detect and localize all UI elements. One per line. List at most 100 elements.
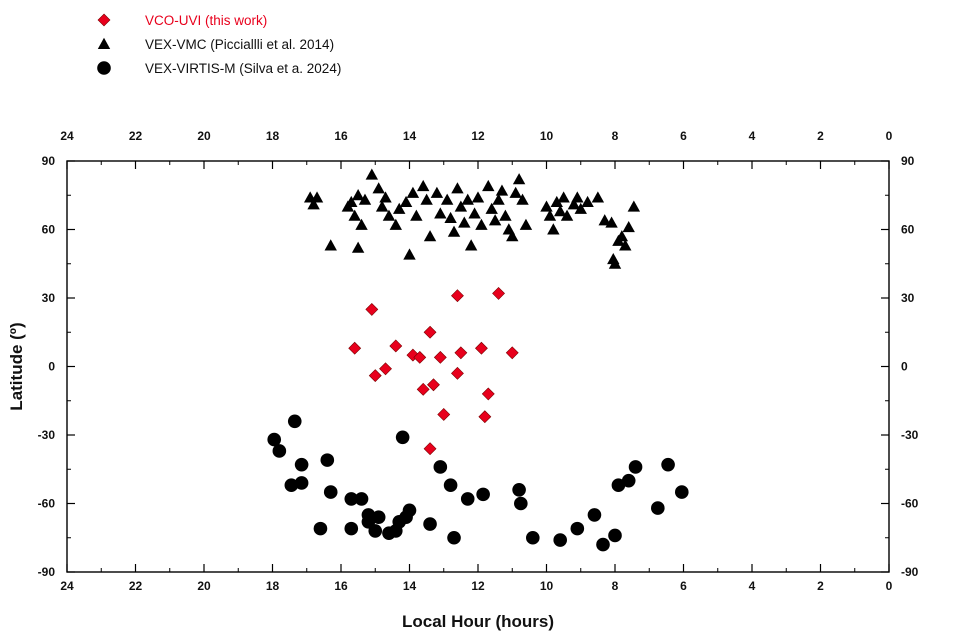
x-tick-label-top: 14: [403, 129, 417, 143]
diamond-point: [423, 442, 437, 456]
series-diamond: [348, 287, 519, 456]
legend-marker-diamond: [97, 13, 111, 27]
triangle-point: [423, 230, 437, 242]
circle-point: [323, 485, 338, 499]
triangle-point: [307, 198, 320, 210]
circle-point: [447, 530, 461, 545]
triangle-point: [372, 182, 385, 194]
x-tick-label-bottom: 14: [403, 579, 417, 593]
x-tick-label-bottom: 2: [817, 579, 824, 593]
diamond-point: [348, 341, 362, 355]
triangle-point: [615, 230, 629, 242]
circle-point: [294, 476, 309, 490]
triangle-point: [605, 216, 618, 228]
x-tick-label-bottom: 10: [540, 579, 554, 593]
triangle-point: [591, 191, 605, 203]
x-axis-title: Local Hour (hours): [402, 612, 554, 631]
triangle-point: [495, 184, 509, 196]
diamond-point: [427, 378, 440, 392]
circle-point: [596, 537, 610, 552]
legend-marker-triangle: [97, 37, 111, 49]
triangle-point: [351, 189, 365, 201]
triangle-point: [540, 200, 553, 212]
y-axis-title: Latitude (º): [7, 322, 26, 410]
diamond-point: [389, 339, 403, 353]
x-tick-label-bottom: 24: [60, 579, 74, 593]
triangle-point: [627, 200, 641, 212]
diamond-point: [368, 369, 382, 383]
x-tick-label-bottom: 6: [680, 579, 687, 593]
triangle-point: [420, 193, 433, 205]
circle-point: [621, 473, 636, 488]
legend-label: VEX-VIRTIS-M (Silva et a. 2024): [145, 61, 341, 76]
y-tick-label-left: 90: [42, 154, 56, 168]
circle-point: [294, 457, 309, 472]
circle-point: [272, 444, 287, 458]
y-tick-label-left: -30: [38, 428, 56, 442]
triangle-point: [375, 200, 389, 212]
triangle-point: [410, 209, 423, 221]
triangle-point: [468, 207, 481, 219]
triangle-point: [393, 202, 406, 214]
legend-marker-circle: [97, 61, 111, 75]
circle-point: [287, 414, 302, 429]
diamond-point: [505, 346, 519, 360]
series-circle: [267, 414, 689, 552]
circle-point: [284, 478, 299, 493]
x-tick-label-bottom: 4: [749, 579, 756, 593]
diamond-point: [454, 346, 468, 360]
circle-point: [661, 457, 675, 472]
circle-point: [476, 487, 490, 502]
triangle-point: [622, 221, 635, 233]
triangle-point: [471, 191, 485, 203]
circle-point: [526, 530, 540, 545]
diamond-point: [423, 325, 437, 339]
x-tick-label-bottom: 0: [886, 579, 893, 593]
y-tick-label-left: 0: [48, 360, 55, 374]
circle-point: [395, 430, 410, 445]
y-tick-label-right: -90: [901, 565, 919, 579]
circle-point: [313, 521, 328, 536]
circle-point: [608, 528, 622, 543]
y-tick-label-right: 0: [901, 360, 908, 374]
circle-point: [651, 501, 665, 515]
diamond-point: [478, 410, 492, 424]
y-tick-label-left: -60: [38, 497, 56, 511]
circle-point: [570, 521, 585, 536]
y-tick-label-right: -30: [901, 428, 919, 442]
triangle-point: [365, 168, 379, 180]
diamond-point: [492, 287, 505, 300]
diamond-point: [451, 289, 464, 303]
circle-point: [423, 517, 437, 531]
triangle-point: [543, 209, 557, 221]
triangle-point: [348, 209, 361, 221]
triangle-point: [608, 257, 622, 269]
circle-point: [399, 510, 413, 524]
axes: 2424222220201818161614141212101088664422…: [38, 129, 919, 593]
triangle-point: [440, 193, 454, 205]
diamond-point: [365, 302, 379, 316]
circle-point: [674, 485, 689, 499]
triangle-point: [475, 218, 488, 230]
diamond-point: [437, 408, 451, 421]
x-tick-label-top: 18: [266, 129, 280, 143]
diamond-point: [481, 387, 495, 401]
diamond-point: [379, 362, 392, 376]
triangle-point: [506, 230, 519, 242]
circle-point: [354, 492, 369, 506]
x-tick-label-top: 6: [680, 129, 687, 143]
circle-point: [553, 533, 567, 547]
x-tick-label-top: 0: [886, 129, 893, 143]
circle-point: [344, 492, 359, 506]
y-tick-label-left: -90: [38, 565, 56, 579]
x-tick-label-top: 16: [334, 129, 348, 143]
y-tick-label-left: 30: [42, 291, 56, 305]
series-triangle: [303, 168, 641, 269]
triangle-point: [488, 214, 502, 226]
triangle-point: [355, 218, 368, 230]
x-tick-label-bottom: 22: [129, 579, 143, 593]
circle-point: [368, 524, 383, 538]
triangle-point: [581, 195, 594, 208]
triangle-point: [519, 218, 533, 230]
triangle-point: [547, 223, 560, 235]
